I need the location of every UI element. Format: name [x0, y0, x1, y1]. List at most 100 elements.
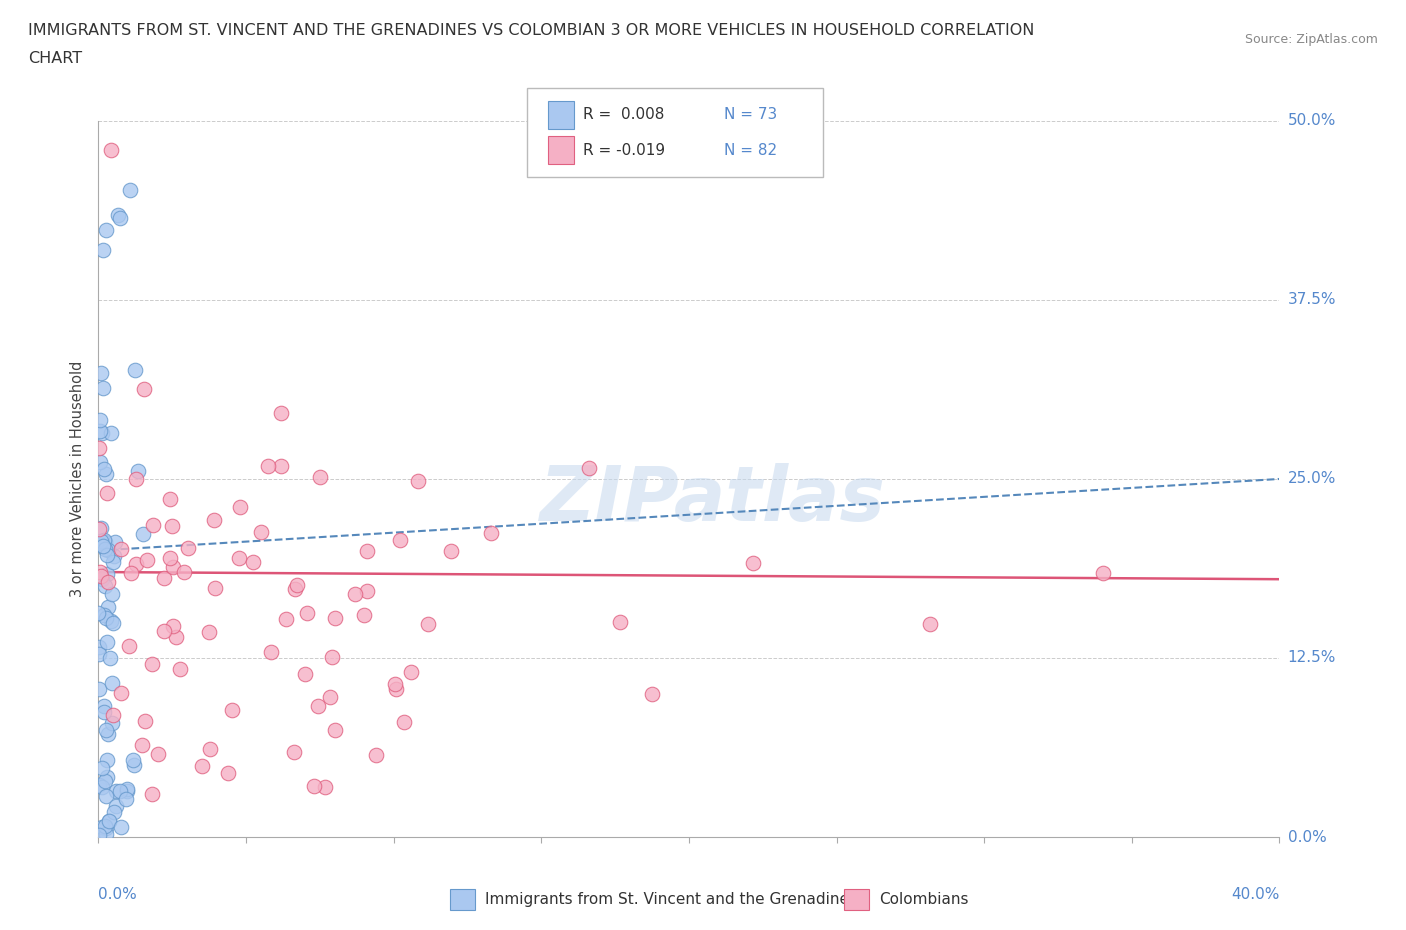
- Point: [96, 485, 118, 500]
- Point: [94, 818, 117, 833]
- Point: [274, 612, 297, 627]
- Point: [204, 580, 226, 595]
- Point: [217, 765, 239, 780]
- Point: [295, 605, 318, 620]
- Point: [384, 676, 406, 691]
- Point: [356, 583, 378, 598]
- Point: [103, 804, 125, 819]
- Point: [256, 458, 278, 473]
- Point: [177, 540, 200, 555]
- Point: [93, 774, 115, 789]
- Point: [107, 208, 129, 223]
- Point: [94, 542, 117, 557]
- Point: [153, 623, 176, 638]
- Point: [96, 547, 118, 562]
- Point: [135, 552, 157, 567]
- Point: [920, 617, 942, 631]
- Y-axis label: 3 or more Vehicles in Household: 3 or more Vehicles in Household: [70, 361, 86, 597]
- Point: [97, 600, 120, 615]
- Point: [94, 467, 117, 482]
- Point: [159, 551, 181, 565]
- Point: [121, 752, 143, 767]
- Point: [197, 624, 219, 639]
- Point: [89, 777, 111, 792]
- Point: [173, 565, 195, 579]
- Point: [162, 559, 184, 574]
- Text: CHART: CHART: [28, 51, 82, 66]
- Point: [96, 634, 118, 649]
- Point: [440, 543, 463, 558]
- Point: [283, 745, 305, 760]
- Point: [307, 698, 329, 713]
- Text: Immigrants from St. Vincent and the Grenadines: Immigrants from St. Vincent and the Gren…: [485, 892, 858, 907]
- Text: R = -0.019: R = -0.019: [583, 143, 665, 158]
- Point: [89, 565, 111, 579]
- Point: [260, 645, 283, 660]
- Point: [110, 542, 132, 557]
- Point: [125, 472, 148, 487]
- Point: [89, 522, 111, 537]
- Point: [115, 783, 138, 798]
- Point: [101, 715, 124, 730]
- Point: [94, 535, 117, 550]
- Text: 12.5%: 12.5%: [1288, 650, 1336, 666]
- Point: [406, 474, 429, 489]
- Text: 25.0%: 25.0%: [1288, 472, 1336, 486]
- Text: 37.5%: 37.5%: [1288, 292, 1336, 308]
- Point: [103, 549, 125, 564]
- Point: [87, 828, 110, 843]
- Point: [94, 579, 117, 594]
- Text: 0.0%: 0.0%: [98, 887, 138, 902]
- Point: [87, 682, 110, 697]
- Point: [270, 458, 292, 473]
- Text: N = 82: N = 82: [724, 143, 778, 158]
- Point: [90, 521, 112, 536]
- Point: [91, 426, 114, 441]
- Point: [169, 661, 191, 676]
- Point: [304, 778, 326, 793]
- Point: [132, 527, 155, 542]
- Point: [141, 657, 163, 671]
- Point: [90, 568, 112, 583]
- Point: [96, 567, 118, 582]
- Point: [89, 646, 111, 661]
- Point: [118, 638, 141, 653]
- Point: [87, 441, 110, 456]
- Point: [250, 525, 273, 540]
- Point: [142, 518, 165, 533]
- Point: [323, 723, 346, 737]
- Text: ZIPatlas: ZIPatlas: [540, 463, 886, 538]
- Point: [110, 685, 132, 700]
- Text: IMMIGRANTS FROM ST. VINCENT AND THE GRENADINES VS COLOMBIAN 3 OR MORE VEHICLES I: IMMIGRANTS FROM ST. VINCENT AND THE GREN…: [28, 23, 1035, 38]
- Point: [108, 784, 131, 799]
- Point: [160, 519, 183, 534]
- Point: [141, 786, 163, 801]
- Text: Source: ZipAtlas.com: Source: ZipAtlas.com: [1244, 33, 1378, 46]
- Point: [89, 413, 111, 428]
- Point: [285, 578, 308, 592]
- Point: [91, 572, 114, 587]
- Point: [641, 686, 664, 701]
- Point: [98, 650, 121, 665]
- Point: [134, 714, 156, 729]
- Point: [96, 222, 118, 237]
- Point: [153, 570, 176, 585]
- Point: [91, 243, 114, 258]
- Text: 0.0%: 0.0%: [1288, 830, 1326, 844]
- Point: [1091, 565, 1114, 580]
- Point: [104, 798, 127, 813]
- Point: [314, 779, 336, 794]
- Point: [385, 681, 408, 696]
- Point: [94, 723, 117, 737]
- Point: [115, 781, 138, 796]
- Point: [90, 533, 112, 548]
- Point: [93, 461, 115, 476]
- Point: [356, 544, 378, 559]
- Point: [100, 614, 122, 629]
- Point: [392, 714, 415, 729]
- Point: [96, 753, 118, 768]
- Point: [323, 611, 346, 626]
- Point: [98, 814, 121, 829]
- Point: [353, 608, 375, 623]
- Point: [100, 142, 122, 157]
